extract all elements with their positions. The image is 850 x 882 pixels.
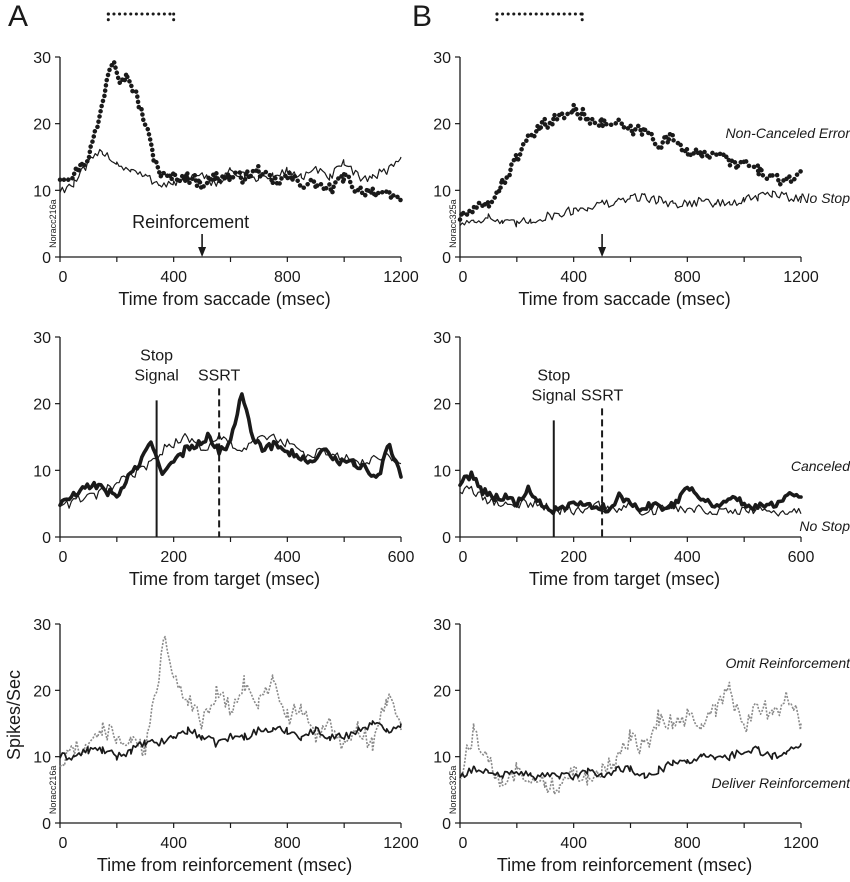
- plots-layer: 0 10 20 30 0 400 800 1200 Time from saccade (mse…: [33, 12, 850, 875]
- ssrt-label: SSRT: [581, 387, 624, 404]
- x-tick-label: 600: [788, 549, 815, 566]
- x-tick-label: 800: [674, 269, 701, 286]
- x-tick-label: 800: [674, 835, 701, 852]
- cell-id-label: Noracc216a: [48, 199, 58, 248]
- y-tick-label: 10: [433, 750, 451, 767]
- y-tick-label: 30: [433, 50, 451, 67]
- x-tick-label: 600: [388, 549, 415, 566]
- cell-id-label: Noracc216a: [48, 766, 58, 815]
- stop-signal-label-line2: Signal: [532, 387, 576, 404]
- x-tick-label: 0: [459, 835, 468, 852]
- y-tick-label: 30: [433, 330, 451, 347]
- series-label: No Stop: [799, 518, 850, 534]
- panel-a3: 0 10 20 30 0 400 800 1200 Time from reinforcemen…: [33, 617, 419, 875]
- y-tick-label: 20: [433, 117, 451, 134]
- series-line-deliver-reinforcement: [459, 743, 802, 781]
- x-tick-label: 400: [560, 835, 587, 852]
- y-tick-label: 20: [433, 397, 451, 414]
- series-line-no-stop: [459, 190, 802, 228]
- series-label: Deliver Reinforcement: [712, 775, 850, 791]
- x-tick-label: 1200: [383, 269, 419, 286]
- y-tick-label: 10: [433, 463, 451, 480]
- y-tick-label: 20: [33, 683, 51, 700]
- y-tick-label: 10: [33, 183, 51, 200]
- y-tick-label: 30: [433, 617, 451, 634]
- panel-a1: 0 10 20 30 0 400 800 1200 Time from saccade (mse…: [33, 12, 419, 309]
- panel-b3: 0 10 20 30 0 400 800 1200 Time from reinforcemen…: [433, 617, 850, 875]
- x-tick-label: 400: [160, 269, 187, 286]
- y-tick-label: 0: [42, 816, 51, 833]
- x-axis-title: Time from reinforcement (msec): [97, 855, 352, 875]
- series-line-canceled: [458, 470, 803, 516]
- panel-letter-a: A: [8, 0, 28, 33]
- x-tick-label: 1200: [783, 269, 819, 286]
- x-axis-title: Time from target (msec): [529, 569, 720, 589]
- x-tick-label: 1200: [383, 835, 419, 852]
- y-tick-label: 30: [33, 330, 51, 347]
- series-label: Non-Canceled Error: [726, 125, 850, 141]
- reinforcement-arrow-head: [198, 247, 207, 257]
- panel-a2: 0 10 20 30 0 200 400 600 Time from target (msec)…: [33, 330, 414, 589]
- panel-b1: 0 10 20 30 0 400 800 1200 Time from saccade (mse…: [433, 12, 850, 309]
- y-tick-label: 0: [442, 250, 451, 267]
- x-axis-title: Time from saccade (msec): [118, 289, 330, 309]
- y-tick-label: 10: [33, 463, 51, 480]
- x-tick-label: 0: [59, 549, 68, 566]
- y-tick-label: 10: [433, 183, 451, 200]
- x-tick-label: 0: [459, 269, 468, 286]
- x-tick-label: 0: [59, 269, 68, 286]
- x-tick-label: 400: [160, 835, 187, 852]
- panel-b2: 0 10 20 30 0 200 400 600 Time from target (msec)…: [433, 330, 850, 589]
- stop-signal-label-line1: Stop: [140, 347, 173, 364]
- series-line-a1-0: [57, 59, 404, 203]
- x-tick-label: 0: [59, 835, 68, 852]
- x-tick-label: 200: [160, 549, 187, 566]
- series-line-a3-1: [59, 720, 402, 761]
- y-tick-label: 0: [442, 816, 451, 833]
- series-label: Canceled: [791, 458, 850, 474]
- y-tick-label: 10: [33, 750, 51, 767]
- x-axis-title: Time from reinforcement (msec): [497, 855, 752, 875]
- y-tick-label: 20: [33, 397, 51, 414]
- x-tick-label: 800: [274, 835, 301, 852]
- y-tick-label: 20: [33, 117, 51, 134]
- cell-id-label: Noracc325a: [448, 199, 458, 248]
- x-tick-label: 1200: [783, 835, 819, 852]
- ssrt-label: SSRT: [198, 367, 241, 384]
- series-line-non-canceled-error: [457, 102, 804, 222]
- y-axis-label: Spikes/Sec: [4, 670, 24, 760]
- series-label: No Stop: [799, 190, 850, 206]
- series-line-a2-1: [59, 433, 402, 509]
- x-axis-title: Time from saccade (msec): [518, 289, 730, 309]
- x-tick-label: 200: [560, 549, 587, 566]
- y-tick-label: 0: [42, 530, 51, 547]
- x-axis-title: Time from target (msec): [129, 569, 320, 589]
- y-tick-label: 30: [33, 50, 51, 67]
- cell-id-label: Noracc325a: [448, 766, 458, 815]
- x-tick-label: 800: [274, 269, 301, 286]
- reinforcement-label: Reinforcement: [132, 212, 249, 232]
- panel-letter-b: B: [412, 0, 432, 33]
- x-tick-label: 400: [674, 549, 701, 566]
- x-tick-label: 400: [274, 549, 301, 566]
- y-tick-label: 0: [42, 250, 51, 267]
- stop-signal-label-line1: Stop: [537, 367, 570, 384]
- series-label: Omit Reinforcement: [726, 655, 850, 671]
- series-line-a1-1: [59, 148, 402, 194]
- reinforcement-arrow-head: [598, 247, 607, 257]
- series-line-a3-0: [59, 635, 402, 768]
- x-tick-label: 400: [560, 269, 587, 286]
- stop-signal-label-line2: Signal: [134, 367, 178, 384]
- series-line-no-stop: [459, 485, 802, 517]
- y-tick-label: 0: [442, 530, 451, 547]
- x-tick-label: 0: [459, 549, 468, 566]
- y-tick-label: 30: [33, 617, 51, 634]
- y-tick-label: 20: [433, 683, 451, 700]
